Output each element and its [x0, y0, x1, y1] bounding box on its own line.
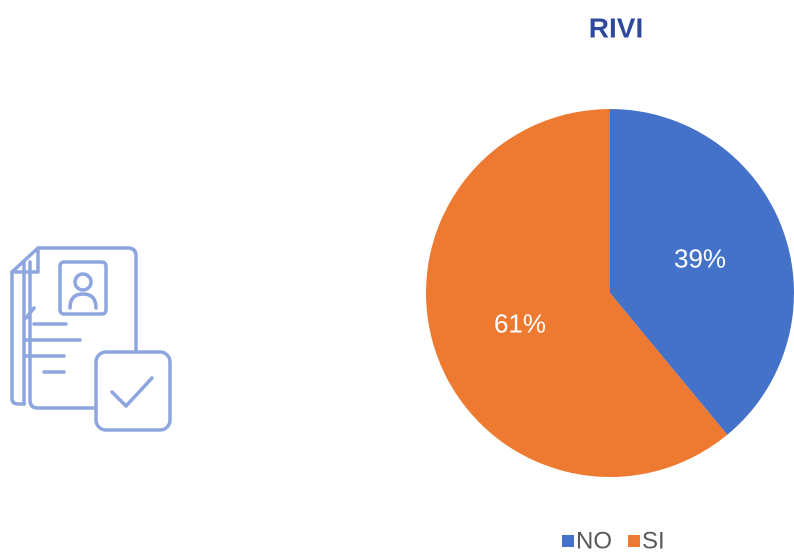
- legend-label: SI: [642, 527, 665, 554]
- legend-swatch: [562, 535, 574, 547]
- legend-label: NO: [576, 527, 612, 554]
- pie-slice: [426, 109, 728, 477]
- data-label: 61%: [494, 308, 546, 338]
- legend-swatch: [628, 535, 640, 547]
- chart-title: RIVI: [589, 12, 643, 43]
- document-icon: [10, 246, 172, 432]
- data-label: 39%: [674, 243, 726, 273]
- pie-slice: [610, 109, 794, 435]
